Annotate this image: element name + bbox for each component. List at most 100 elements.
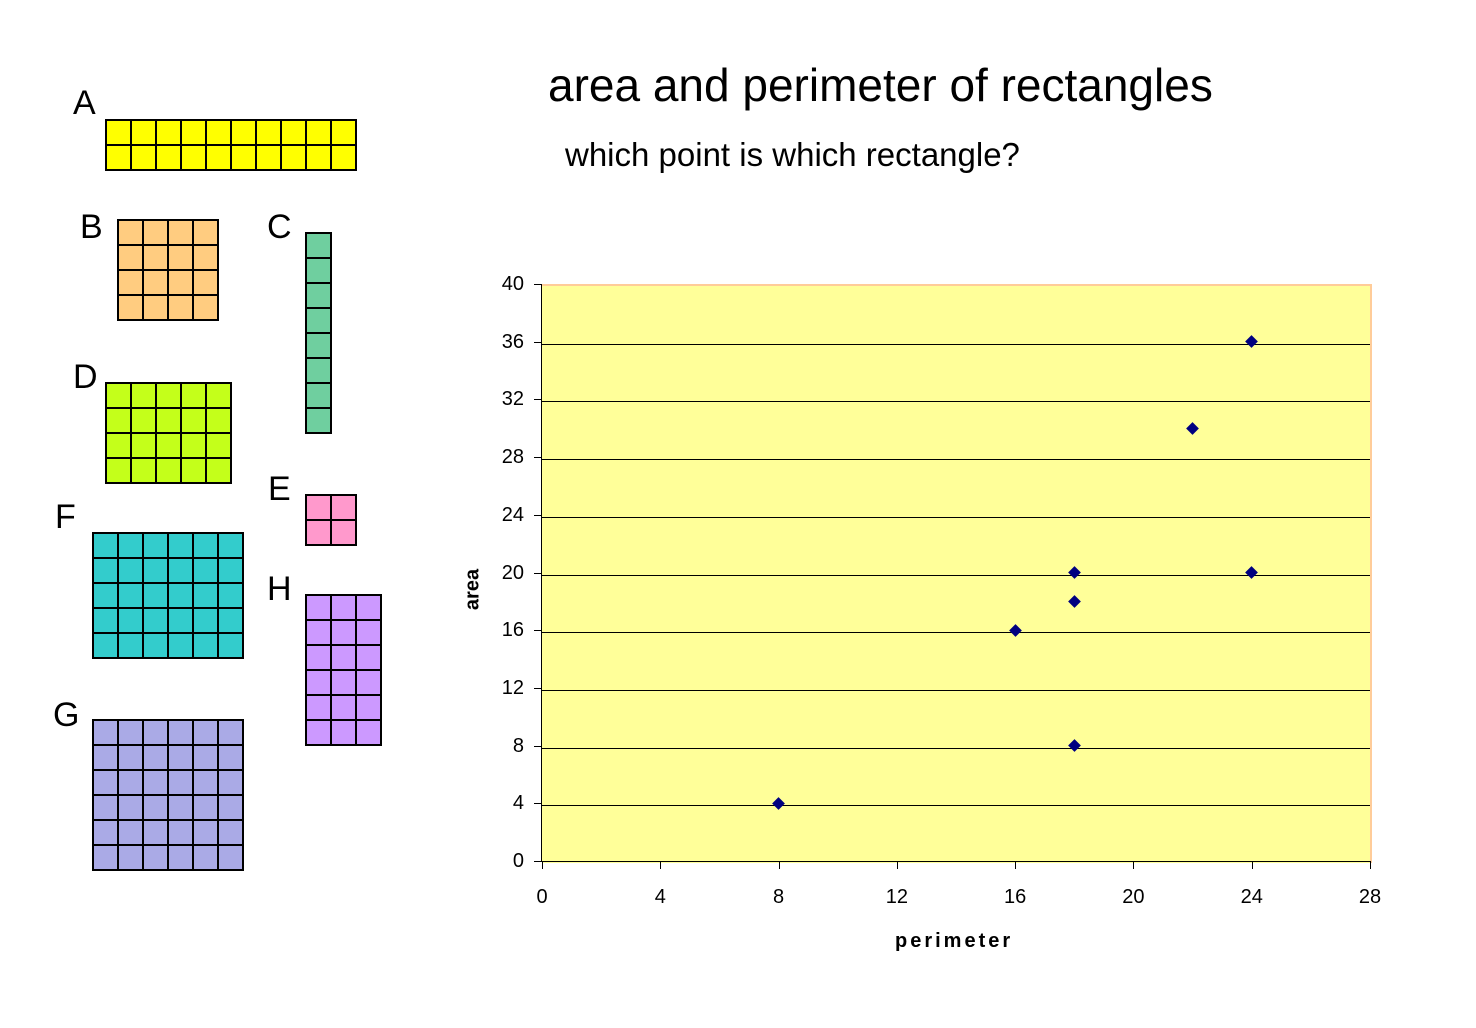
y-tick-label: 32 — [501, 388, 524, 411]
x-tick-mark — [1133, 861, 1135, 869]
grid-cell — [107, 146, 130, 169]
grid-cell — [219, 634, 242, 657]
rectangle-label-d: D — [73, 358, 98, 396]
grid-cell — [169, 821, 192, 844]
rectangle-label-g: G — [53, 696, 80, 734]
y-tick-label: 16 — [501, 619, 524, 642]
grid-cell — [194, 296, 217, 319]
gridline — [542, 805, 1370, 807]
grid-cell — [144, 821, 167, 844]
grid-cell — [169, 796, 192, 819]
grid-cell — [182, 434, 205, 457]
grid-cell — [157, 121, 180, 144]
grid-cell — [107, 121, 130, 144]
gridline — [542, 689, 1370, 691]
grid-cell — [307, 409, 330, 432]
grid-cell — [157, 459, 180, 482]
grid-cell — [219, 846, 242, 869]
grid-cell — [132, 121, 155, 144]
grid-cell — [132, 384, 155, 407]
grid-cell — [144, 634, 167, 657]
grid-cell — [219, 821, 242, 844]
y-tick-label: 0 — [512, 850, 524, 872]
grid-cell — [119, 609, 142, 632]
x-tick-label: 0 — [536, 886, 548, 908]
grid-cell — [119, 559, 142, 582]
grid-cell — [194, 609, 217, 632]
grid-cell — [119, 721, 142, 744]
x-tick-label: 4 — [654, 886, 666, 908]
y-tick-label: 24 — [501, 503, 524, 526]
gridline — [542, 343, 1370, 345]
page-subtitle: which point is which rectangle? — [565, 136, 1020, 173]
rectangle-f — [92, 532, 244, 659]
grid-cell — [307, 721, 330, 744]
y-tick-label: 8 — [512, 734, 524, 757]
grid-cell — [357, 596, 380, 619]
grid-cell — [119, 271, 142, 294]
grid-cell — [144, 771, 167, 794]
x-tick-label: 16 — [1004, 886, 1027, 908]
grid-cell — [219, 721, 242, 744]
grid-cell — [94, 609, 117, 632]
grid-cell — [94, 846, 117, 869]
grid-cell — [144, 721, 167, 744]
y-tick-mark — [534, 745, 542, 747]
grid-cell — [307, 646, 330, 669]
grid-cell — [144, 746, 167, 769]
grid-cell — [169, 221, 192, 244]
grid-cell — [169, 746, 192, 769]
grid-cell — [107, 434, 130, 457]
grid-cell — [157, 384, 180, 407]
grid-cell — [94, 746, 117, 769]
grid-cell — [119, 846, 142, 869]
grid-cell — [307, 521, 330, 544]
grid-cell — [282, 121, 305, 144]
x-tick-label: 8 — [773, 886, 785, 908]
rectangle-label-a: A — [73, 84, 96, 122]
grid-cell — [157, 146, 180, 169]
x-tick-mark — [896, 861, 898, 869]
y-tick-mark — [534, 341, 542, 343]
rectangle-b — [117, 219, 219, 321]
grid-cell — [282, 146, 305, 169]
grid-cell — [332, 146, 355, 169]
grid-cell — [307, 309, 330, 332]
grid-cell — [132, 409, 155, 432]
grid-cell — [219, 559, 242, 582]
grid-cell — [194, 271, 217, 294]
grid-cell — [307, 259, 330, 282]
grid-cell — [119, 796, 142, 819]
grid-cell — [144, 559, 167, 582]
grid-cell — [169, 634, 192, 657]
grid-cell — [119, 584, 142, 607]
grid-cell — [307, 384, 330, 407]
grid-cell — [107, 459, 130, 482]
y-tick-label: 28 — [501, 446, 524, 469]
grid-cell — [219, 609, 242, 632]
grid-cell — [169, 771, 192, 794]
grid-cell — [169, 584, 192, 607]
grid-cell — [144, 796, 167, 819]
y-axis-title: area — [461, 568, 484, 611]
grid-cell — [219, 534, 242, 557]
grid-cell — [169, 609, 192, 632]
grid-cell — [332, 671, 355, 694]
grid-cell — [207, 121, 230, 144]
gridline — [542, 574, 1370, 576]
grid-cell — [307, 621, 330, 644]
x-tick-mark — [1251, 861, 1253, 869]
grid-cell — [207, 384, 230, 407]
grid-cell — [207, 409, 230, 432]
grid-cell — [194, 534, 217, 557]
grid-cell — [257, 146, 280, 169]
grid-cell — [194, 796, 217, 819]
grid-cell — [194, 846, 217, 869]
rectangle-label-f: F — [55, 498, 76, 536]
grid-cell — [357, 621, 380, 644]
grid-cell — [119, 246, 142, 269]
grid-cell — [169, 534, 192, 557]
grid-cell — [332, 521, 355, 544]
y-tick-mark — [534, 687, 542, 689]
grid-cell — [357, 646, 380, 669]
